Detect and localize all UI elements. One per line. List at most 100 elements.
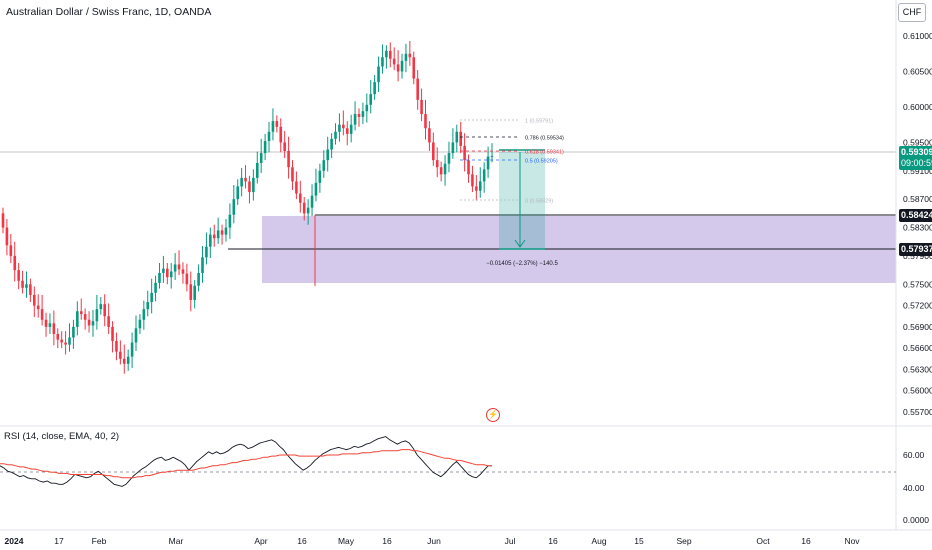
candle-body bbox=[271, 121, 275, 132]
rsi-indicator-title: RSI (14, close, EMA, 40, 2) bbox=[4, 431, 120, 442]
candle-body bbox=[369, 94, 373, 105]
rsi-pane[interactable]: 60.00 40.00 0.0000 bbox=[0, 425, 932, 525]
currency-unit-button[interactable]: CHF bbox=[898, 3, 926, 22]
candle-body bbox=[162, 268, 165, 273]
candle-body bbox=[248, 181, 251, 193]
candle-body bbox=[353, 114, 357, 125]
candle-body bbox=[259, 153, 263, 163]
current-price-label: 0.59309 bbox=[899, 146, 932, 159]
measure-label: −0.01405 (−2.37%) −140.5 bbox=[486, 261, 558, 267]
candle-body bbox=[107, 316, 110, 327]
candle-body bbox=[209, 234, 212, 247]
price-tick-label: 0.59500 bbox=[903, 137, 932, 147]
candle-body bbox=[365, 104, 369, 112]
candle-body bbox=[428, 128, 431, 143]
price-tick-label: 0.57500 bbox=[903, 279, 932, 289]
candle-body bbox=[173, 264, 177, 272]
candle-body bbox=[52, 323, 56, 334]
candle-body bbox=[287, 150, 290, 168]
candle-body bbox=[424, 114, 427, 129]
drawings[interactable]: 1 (0.59791) 0.786 (0.59534) 0.618 (0.59341… bbox=[460, 119, 564, 268]
time-tick-label: Oct bbox=[756, 536, 770, 546]
candle-body bbox=[185, 273, 189, 285]
candle-body bbox=[318, 170, 322, 183]
time-tick-label: Apr bbox=[254, 536, 267, 546]
lightning-icon[interactable]: ⚡ bbox=[486, 408, 500, 422]
time-axis[interactable]: 2024 17 Feb Mar Apr 16 May 16 Jun Jul 16 Aug 15 Sep Oc… bbox=[0, 529, 932, 546]
candle-body bbox=[392, 58, 396, 65]
fib-level-label: 0.5 (0.59205) bbox=[525, 159, 558, 165]
candle-body bbox=[212, 234, 216, 239]
candle-body bbox=[291, 167, 294, 182]
candle-body bbox=[193, 285, 196, 300]
candle-body bbox=[181, 269, 185, 274]
candle-body bbox=[25, 284, 28, 288]
measure-box bbox=[499, 152, 545, 249]
candle-body bbox=[467, 160, 470, 175]
candle-body bbox=[338, 124, 341, 132]
candle-body bbox=[447, 153, 451, 164]
rsi-tick-label: 40.00 bbox=[903, 483, 925, 493]
time-tick-label: 16 bbox=[801, 536, 811, 546]
candle-body bbox=[205, 246, 208, 258]
price-tick-label: 0.60000 bbox=[903, 102, 932, 112]
candle-body bbox=[412, 57, 416, 79]
demand-zone[interactable] bbox=[0, 151, 896, 283]
candle-body bbox=[36, 305, 40, 310]
candle-body bbox=[314, 182, 318, 196]
candle-body bbox=[79, 311, 83, 315]
level-upper-label: 0.58424 bbox=[899, 209, 932, 222]
time-tick-label: Aug bbox=[591, 536, 606, 546]
candle-body bbox=[377, 66, 380, 83]
candle-body bbox=[252, 177, 255, 193]
candle-body bbox=[345, 128, 349, 134]
candle-body bbox=[99, 304, 103, 310]
candle-body bbox=[87, 319, 91, 326]
candle-body bbox=[455, 131, 459, 143]
candle-body bbox=[283, 142, 286, 151]
candle-body bbox=[21, 280, 24, 288]
candle-body bbox=[142, 309, 146, 320]
candle-body bbox=[299, 193, 302, 203]
candle-body bbox=[115, 341, 118, 352]
candle-body bbox=[48, 323, 52, 327]
candle-body bbox=[236, 186, 240, 200]
candle-body bbox=[40, 309, 44, 320]
candle-body bbox=[475, 186, 478, 191]
price-tick-label: 0.56000 bbox=[903, 386, 932, 396]
time-tick-label: Jul bbox=[505, 536, 516, 546]
price-tick-label: 0.60500 bbox=[903, 66, 932, 76]
candle-body bbox=[439, 167, 443, 175]
candle-body bbox=[373, 82, 376, 95]
candle-body bbox=[478, 181, 482, 191]
time-tick-label: Feb bbox=[92, 536, 107, 546]
candle-body bbox=[267, 131, 271, 141]
candle-body bbox=[326, 149, 329, 161]
candle-body bbox=[490, 155, 494, 157]
candle-body bbox=[361, 111, 365, 117]
fib-level-label: 0.786 (0.59534) bbox=[525, 136, 564, 142]
candle-body bbox=[1, 213, 5, 228]
candle-body bbox=[197, 272, 200, 286]
candle-body bbox=[5, 227, 9, 246]
candle-body bbox=[482, 169, 486, 182]
time-tick-label: 15 bbox=[634, 536, 644, 546]
candle-body bbox=[122, 358, 126, 364]
candle-body bbox=[64, 342, 67, 345]
candle-body bbox=[17, 270, 20, 281]
candle-body bbox=[44, 319, 48, 327]
time-tick-label: Sep bbox=[676, 536, 691, 546]
fib-level-label: 0 (0.58829) bbox=[525, 199, 553, 205]
candle-body bbox=[68, 337, 71, 345]
candle-body bbox=[216, 230, 220, 239]
candle-body bbox=[83, 314, 87, 320]
candle-body bbox=[130, 342, 134, 357]
candle-body bbox=[224, 227, 228, 235]
candle-body bbox=[302, 202, 306, 214]
time-tick-label: Mar bbox=[169, 536, 184, 546]
fib-level-label: 1 (0.59791) bbox=[525, 119, 553, 125]
candle-body bbox=[111, 326, 114, 342]
candle-body bbox=[357, 114, 361, 117]
